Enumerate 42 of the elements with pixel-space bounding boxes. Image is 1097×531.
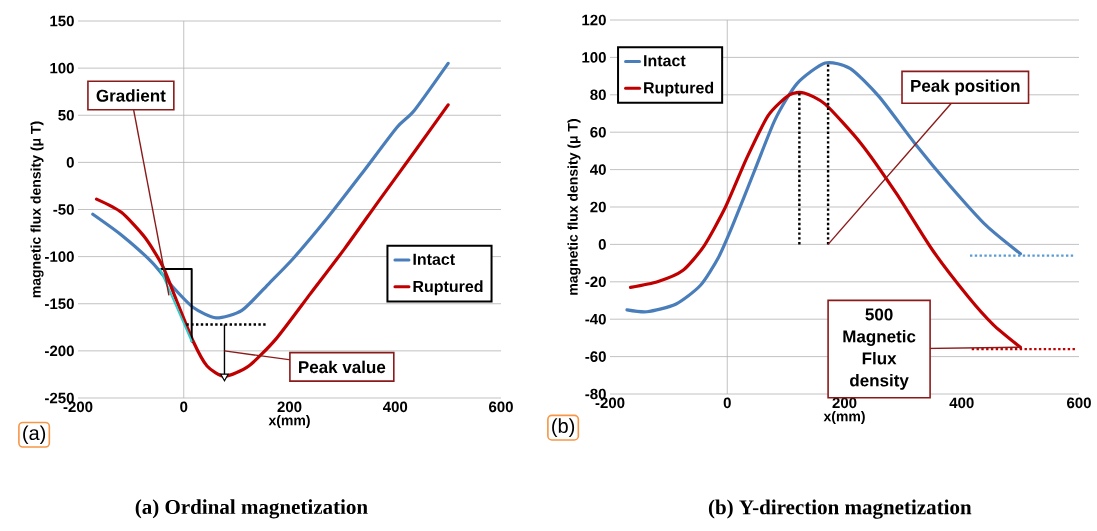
x-tick-label: 400: [949, 397, 974, 409]
y-tick-label: -100: [45, 251, 74, 262]
y-tick-label: 80: [590, 89, 606, 101]
y-tick-label: 120: [582, 14, 606, 26]
text: (b): [552, 418, 575, 437]
y-tick-label: -40: [585, 313, 606, 325]
y-tick-label: 0: [66, 157, 74, 168]
legend-label: Ruptured: [413, 280, 483, 296]
annotation: Gradient: [96, 89, 166, 102]
y-tick-label: -150: [45, 298, 74, 310]
y-tick-label: -60: [585, 351, 606, 362]
x-tick-label: 200: [832, 397, 857, 409]
y-tick-label: 40: [590, 164, 606, 175]
y-tick-label: 0: [598, 239, 606, 250]
legend-label: Intact: [644, 55, 686, 67]
y-tick-label: 20: [590, 201, 606, 213]
legend-label: Ruptured: [644, 81, 714, 97]
y-tick-label: 50: [58, 109, 74, 121]
y-tick-label: 60: [590, 126, 606, 138]
annotation: Peak value: [299, 360, 386, 374]
y-axis-title: magnetic flux density (μ T): [30, 121, 44, 298]
x-axis-title: x(mm): [268, 415, 310, 429]
x-tick-label: 0: [180, 401, 188, 413]
x-tick-label: 200: [277, 401, 302, 413]
annotation: Peak position: [911, 79, 1020, 96]
x-tick-label: 0: [723, 397, 731, 409]
y-tick-label: -20: [585, 276, 606, 288]
x-axis-title: x(mm): [823, 411, 865, 425]
y-tick-label: -200: [45, 345, 74, 357]
text: (a): [23, 425, 46, 445]
y-tick-label: 150: [50, 15, 74, 27]
y-tick-label: -50: [53, 204, 74, 215]
y-tick-label: 100: [50, 62, 74, 74]
y-axis-title: magnetic flux density (μ T): [567, 119, 581, 295]
text: (b) Y-direction magnetization: [708, 499, 972, 519]
x-tick-label: 600: [1067, 397, 1091, 409]
x-tick-label: 600: [489, 401, 513, 413]
annotation: 500 Magnetic Flux density: [843, 308, 916, 390]
x-tick-label: 400: [382, 401, 408, 413]
text: (a) Ordinal magnetization: [135, 499, 368, 519]
y-tick-label: 100: [582, 52, 606, 63]
legend-label: Intact: [413, 253, 455, 265]
